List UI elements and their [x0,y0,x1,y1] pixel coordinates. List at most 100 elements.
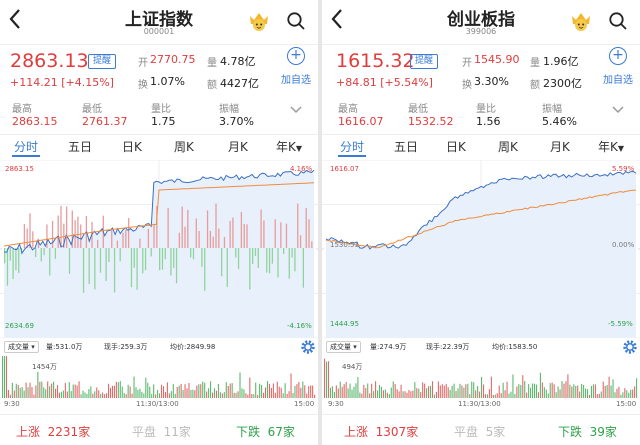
volume-bar [343,384,345,398]
volume-bar [484,394,487,398]
volume-bar [577,385,579,398]
volume-header: 成交量 ▾ 量:531.0万 现手:259.3万 均价:2849.98 [0,340,318,354]
volume-select[interactable]: 成交量 ▾ [326,341,361,353]
volume-bar [231,383,233,398]
volume-bar [221,393,223,398]
plus-circle-icon[interactable]: + [609,47,627,65]
volume-bar [618,386,620,398]
chevron-down-icon[interactable] [612,103,624,117]
tab-weekly-k[interactable]: 周K [498,140,518,154]
turnover-label: 换 [138,80,148,91]
chevron-down-icon[interactable] [290,103,302,117]
search-icon[interactable] [286,11,306,35]
volume-bar [141,391,143,398]
breadth-bar [229,220,231,248]
intraday-chart[interactable] [322,160,640,338]
breadth-bar [97,239,99,248]
breadth-bar [125,229,127,248]
breadth-bar [308,219,310,248]
breadth-bar [153,223,155,248]
chevron-left-icon[interactable] [8,8,22,35]
breadth-bar [175,248,178,284]
volume-bar [636,378,638,398]
volume-select[interactable]: 成交量 ▾ [4,341,39,353]
volume-bar [2,356,4,398]
volume-bar [188,382,190,398]
volume-bar [526,392,528,398]
breadth-bar [184,226,186,248]
volume-bar [586,389,589,398]
breadth-bar [43,248,45,256]
volume-bar [237,391,239,398]
breadth-bar [94,248,96,290]
amplitude-label: 振幅 [542,104,562,115]
gear-icon[interactable] [300,339,316,359]
breadth-bar [305,208,307,248]
volume-ratio-value: 1.56 [476,115,501,128]
tab-daily-k[interactable]: 日K [446,140,466,154]
volume-bar [620,394,622,398]
panel-divider [318,0,322,445]
volume-bar [551,382,553,398]
volume-bar [98,390,100,398]
volume-max-label: 1454万 [32,363,57,371]
breadth-bar [297,203,299,248]
breadth-bar [40,248,42,262]
volume-bar [402,391,404,398]
tab-monthly-k[interactable]: 月K [550,140,570,154]
tab-five-day[interactable]: 五日 [394,140,419,154]
add-favorite-button[interactable]: 加自选 [603,75,633,86]
tab-yearly-k[interactable]: 年K▼ [276,140,303,154]
remind-button[interactable]: 提醒 [88,54,117,69]
volume-bar [170,391,172,398]
volume-bar [127,384,129,398]
volume-bar [198,384,200,398]
volume-bar [437,381,439,398]
breadth-bar [209,230,212,248]
volume-bar [335,385,337,398]
tab-monthly-k[interactable]: 月K [228,140,248,154]
volume-bar [51,383,53,398]
volume-bar [194,390,196,398]
breadth-bar [257,248,259,268]
breadth-bar [170,248,172,276]
breadth-bar [12,248,14,279]
volume-bar [329,387,331,398]
volume-bar [479,391,481,398]
volume-bar [308,386,310,398]
tab-weekly-k[interactable]: 周K [174,140,194,154]
tab-intraday[interactable]: 分时 [340,140,365,154]
tab-intraday[interactable]: 分时 [14,140,39,154]
tab-daily-k[interactable]: 日K [122,140,142,154]
volume-bar [159,393,161,398]
plus-circle-icon[interactable]: + [287,47,305,65]
add-favorite-button[interactable]: 加自选 [281,75,311,86]
volume-bar [60,391,62,398]
gear-icon[interactable] [622,339,638,359]
breadth-bar [116,240,119,248]
chevron-left-icon[interactable] [330,8,344,35]
volume-bar [76,385,78,398]
tab-yearly-k[interactable]: 年K▼ [598,140,625,154]
breadth-bar [136,248,138,290]
volume-bar [488,389,490,398]
search-icon[interactable] [608,11,628,35]
crown-face-icon[interactable] [248,10,270,36]
volume-bar [9,394,11,398]
volume-bar [400,384,402,398]
breadth-bar [122,232,124,248]
volume-bar [345,381,347,398]
volume-bar [553,384,555,398]
tab-five-day[interactable]: 五日 [68,140,93,154]
volume-bar [359,392,361,398]
remind-button[interactable]: 提醒 [410,54,439,69]
volume-value: 4.78亿 [220,55,256,68]
volume-bar [532,383,534,398]
volume-bar [160,384,163,398]
crown-face-icon[interactable] [570,10,592,36]
volume-bar [5,356,8,398]
volume-bar [90,386,92,398]
volume-bar [630,389,632,398]
volume-bar [266,381,269,398]
intraday-chart[interactable] [0,160,318,338]
